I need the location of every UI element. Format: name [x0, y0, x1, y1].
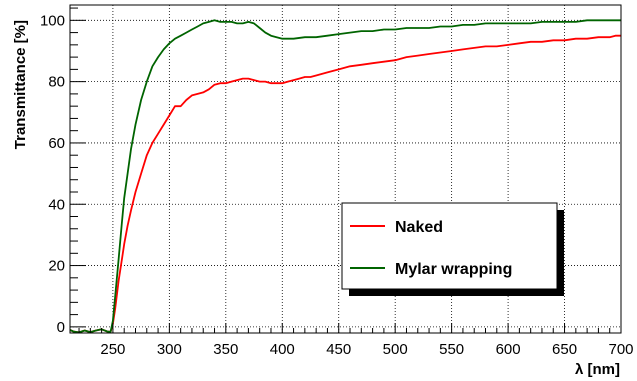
y-tick-label: 100 — [40, 12, 65, 29]
plot-frame — [69, 4, 622, 334]
x-tick-label: 300 — [157, 341, 182, 358]
series-line-naked — [69, 34, 621, 334]
series-layer — [69, 19, 621, 334]
x-tick-label: 700 — [608, 341, 633, 358]
y-tick-label: 20 — [48, 258, 65, 275]
x-tick-label: 350 — [213, 341, 238, 358]
legend-box — [341, 202, 558, 290]
legend-label-mylar: Mylar wrapping — [395, 261, 512, 278]
series-line-mylar-wrapping — [69, 19, 621, 334]
ticks — [70, 7, 622, 333]
y-tick-label: 80 — [48, 74, 65, 91]
x-tick-label: 400 — [270, 341, 295, 358]
tick-labels: 250 300 350 400 450 500 550 600 650 700 0 20 40 60 80 1… — [40, 12, 634, 358]
x-tick-label: 500 — [383, 341, 408, 358]
y-tick-label: 40 — [48, 196, 65, 213]
legend-label-naked: Naked — [395, 219, 443, 236]
y-tick-label: 60 — [48, 135, 65, 152]
x-axis-title: λ [nm] — [575, 361, 620, 378]
y-axis-title: Transmittance [%] — [12, 20, 29, 149]
x-tick-label: 250 — [100, 341, 125, 358]
x-tick-label: 650 — [552, 341, 577, 358]
x-tick-label: 450 — [326, 341, 351, 358]
y-tick-label: 0 — [57, 319, 65, 336]
x-tick-label: 600 — [496, 341, 521, 358]
x-tick-label: 550 — [439, 341, 464, 358]
legend: Naked Mylar wrapping — [341, 202, 564, 296]
